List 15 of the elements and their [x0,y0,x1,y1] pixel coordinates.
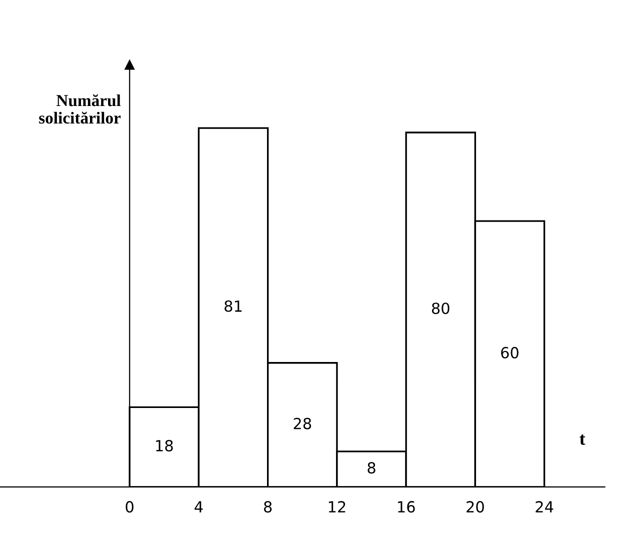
data-label: 18 [156,440,173,452]
data-label: 8 [368,462,376,474]
data-label: 81 [224,300,242,312]
data-label: 80 [432,302,450,314]
y-axis-title: Numărul solicitărilor [39,94,121,124]
x-tick-label: 8 [264,501,272,513]
x-tick-label: 0 [126,501,134,513]
x-tick-label: 4 [194,501,203,512]
x-axis-title: t [580,434,586,445]
data-label: 28 [294,418,312,430]
x-tick-label: 12 [328,501,346,512]
x-tick-label: 20 [466,501,484,513]
x-tick-label: 24 [536,501,554,512]
data-label: 60 [501,346,518,358]
x-tick-label: 16 [398,501,415,513]
